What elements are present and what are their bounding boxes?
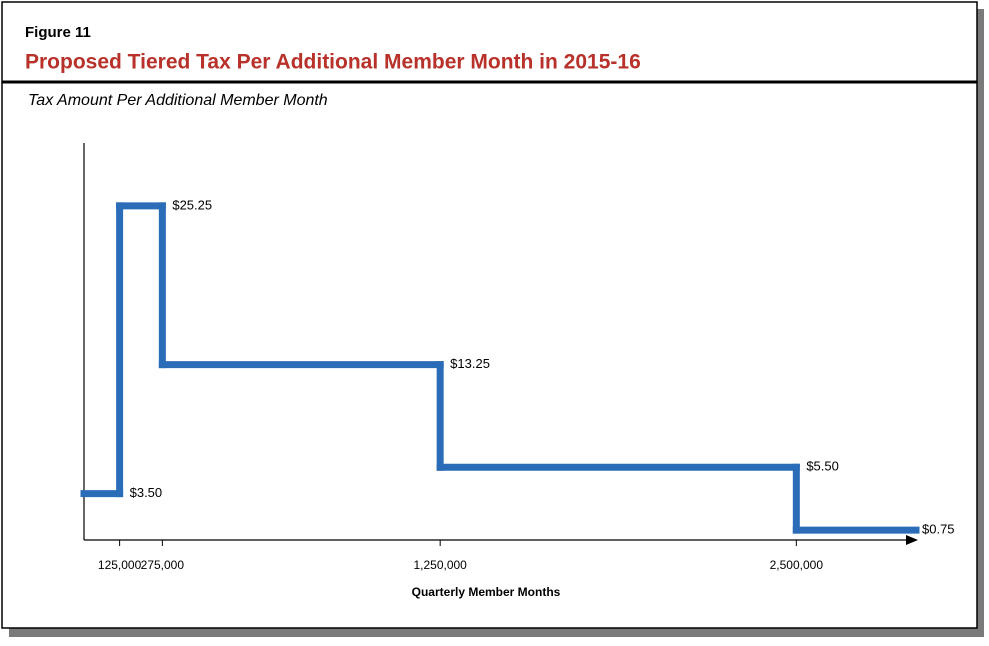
value-label: $5.50 [806,459,839,474]
x-tick-label: 1,250,000 [413,558,467,572]
value-label: $25.25 [172,197,212,212]
value-label: $13.25 [450,356,490,371]
x-tick-label: 275,000 [141,558,185,572]
x-axis-arrow [906,535,918,545]
x-axis-title: Quarterly Member Months [412,585,561,599]
figure-label: Figure 11 [25,24,91,41]
value-label: $0.75 [922,522,955,537]
value-label: $3.50 [130,485,163,500]
subtitle: Tax Amount Per Additional Member Month [28,92,328,109]
x-tick-label: 2,500,000 [770,558,824,572]
x-tick-label: 125,000 [98,558,142,572]
chart-title: Proposed Tiered Tax Per Additional Membe… [25,51,641,74]
